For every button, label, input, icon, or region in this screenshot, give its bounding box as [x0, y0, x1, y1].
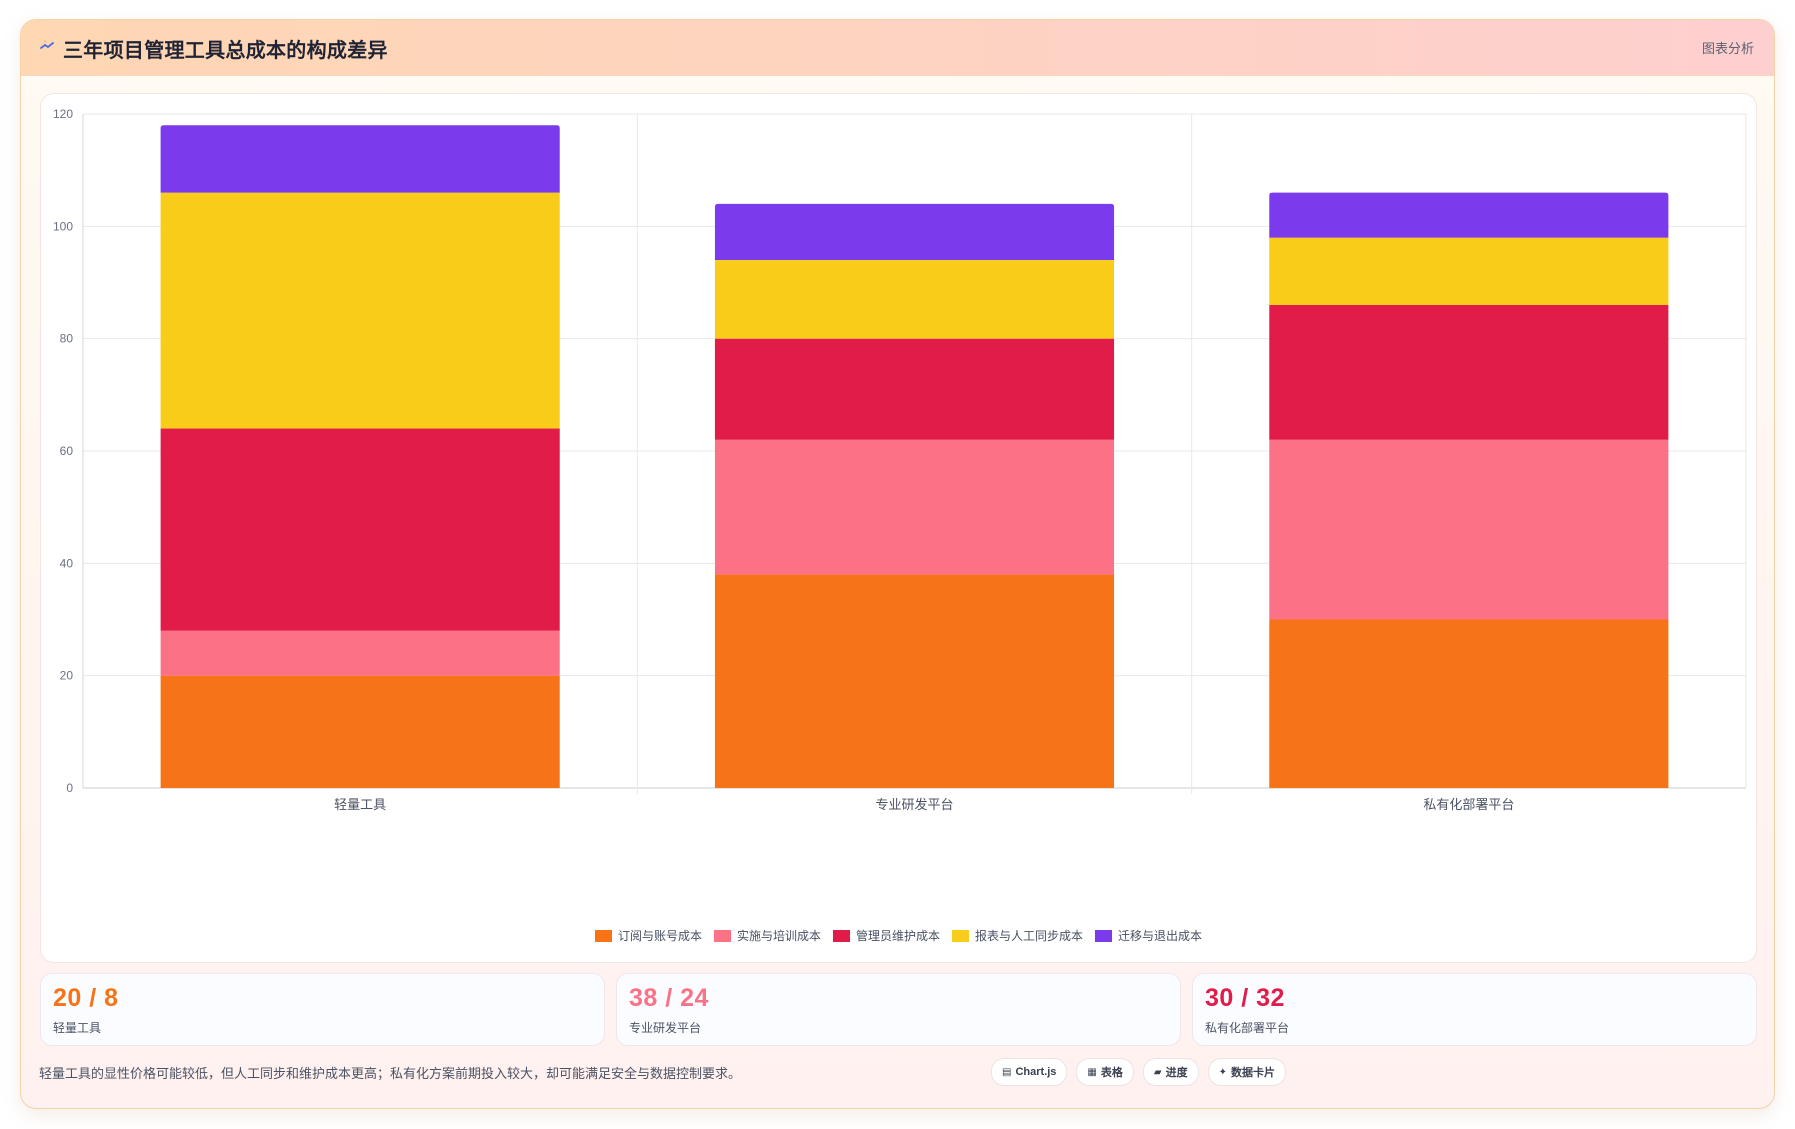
- feature-chips: ▤ Chart.js ▦ 表格 ▰ 进度 ✦ 数据卡片: [991, 1058, 1286, 1086]
- legend-swatch: [952, 929, 969, 942]
- sparkle-icon: [40, 40, 54, 49]
- chart-legend: 订阅与账号成本 实施与培训成本 管理员维护成本 报表与人工同步成本 迁移与退出成本: [41, 927, 1756, 944]
- stat-card-private-platform: 30 / 32 私有化部署平台: [1192, 973, 1757, 1046]
- bar-segment: [160, 630, 560, 676]
- chip-label: Chart.js: [1015, 1066, 1057, 1078]
- bar-segment: [1269, 439, 1669, 620]
- legend-swatch: [832, 929, 850, 942]
- chip-label: 数据卡片: [1230, 1067, 1275, 1079]
- legend-swatch: [1095, 929, 1113, 942]
- stacked-bar-chart: 0 20 40 60 80 100 120 轻量工具 专业研发平台 私有化部署平台: [53, 107, 1747, 812]
- legend-item[interactable]: 迁移与退出成本: [1095, 927, 1202, 944]
- x-tick-label: 私有化部署平台: [1423, 797, 1514, 812]
- bar-segment: [714, 439, 1115, 575]
- chip-progress[interactable]: ▰ 进度: [1142, 1058, 1199, 1086]
- bar-segment: [1269, 237, 1669, 305]
- page-title: 三年项目管理工具总成本的构成差异: [63, 40, 388, 62]
- chart-icon: ▤: [1002, 1066, 1012, 1078]
- card-icon: ✦: [1218, 1066, 1227, 1078]
- bar-segment: [160, 192, 560, 429]
- y-tick-label: 80: [60, 332, 74, 346]
- card-header: 三年项目管理工具总成本的构成差异 图表分析: [21, 20, 1774, 76]
- legend-label: 订阅与账号成本: [617, 929, 702, 943]
- stat-value: 30 / 32: [1205, 984, 1285, 1012]
- bar-segment: [1269, 304, 1669, 440]
- table-icon: ▦: [1087, 1066, 1097, 1078]
- bar-segment: [714, 574, 1115, 788]
- stat-value: 38 / 24: [629, 984, 709, 1012]
- chart-card: 三年项目管理工具总成本的构成差异 图表分析 0 20 40 60 80 100 120 轻量工…: [20, 19, 1775, 1109]
- y-tick-label: 60: [60, 444, 74, 458]
- progress-icon: ▰: [1153, 1066, 1162, 1078]
- footer-note: 轻量工具的显性价格可能较低，但人工同步和维护成本更高；私有化方案前期投入较大，却…: [39, 1066, 742, 1081]
- legend-item[interactable]: 实施与培训成本: [713, 927, 821, 944]
- bar-segment: [714, 203, 1115, 261]
- y-tick-label: 120: [53, 107, 73, 121]
- legend-label: 报表与人工同步成本: [975, 929, 1084, 943]
- stat-card-pro-platform: 38 / 24 专业研发平台: [616, 973, 1181, 1046]
- bar-segment: [714, 260, 1115, 339]
- legend-item[interactable]: 订阅与账号成本: [594, 927, 702, 944]
- y-tick-label: 20: [60, 669, 74, 683]
- stat-value: 20 / 8: [53, 984, 119, 1012]
- chip-label: 表格: [1100, 1067, 1123, 1079]
- legend-item[interactable]: 报表与人工同步成本: [952, 927, 1083, 944]
- x-tick-label: 轻量工具: [334, 797, 386, 812]
- legend-label: 迁移与退出成本: [1118, 929, 1203, 943]
- stat-card-light-tool: 20 / 8 轻量工具: [40, 973, 605, 1046]
- chip-data-card[interactable]: ✦ 数据卡片: [1207, 1058, 1286, 1086]
- bar-segment: [160, 675, 560, 788]
- chart-analysis-button[interactable]: 图表分析: [1701, 41, 1754, 56]
- legend-swatch: [713, 929, 731, 942]
- stat-label: 轻量工具: [53, 1021, 102, 1035]
- y-tick-label: 40: [60, 556, 74, 570]
- legend-swatch: [594, 929, 612, 942]
- x-tick-label: 专业研发平台: [875, 797, 953, 812]
- bar-segment: [1269, 192, 1669, 238]
- chip-table[interactable]: ▦ 表格: [1076, 1058, 1134, 1086]
- legend-item[interactable]: 管理员维护成本: [832, 927, 940, 944]
- stat-label: 专业研发平台: [629, 1021, 702, 1035]
- bar-segment: [160, 428, 560, 631]
- chip-chartjs[interactable]: ▤ Chart.js: [991, 1058, 1068, 1086]
- legend-label: 管理员维护成本: [855, 929, 940, 943]
- bar-segment: [160, 125, 560, 193]
- chip-label: 进度: [1165, 1067, 1188, 1079]
- bar-segment: [1269, 619, 1669, 788]
- y-tick-label: 100: [53, 219, 73, 233]
- chart-panel: 0 20 40 60 80 100 120 轻量工具 专业研发平台 私有化部署平台 订阅与账号成本…: [40, 93, 1757, 963]
- bar-segment: [714, 338, 1115, 440]
- legend-label: 实施与培训成本: [736, 929, 821, 943]
- y-tick-label: 0: [66, 781, 73, 795]
- stat-label: 私有化部署平台: [1205, 1021, 1290, 1035]
